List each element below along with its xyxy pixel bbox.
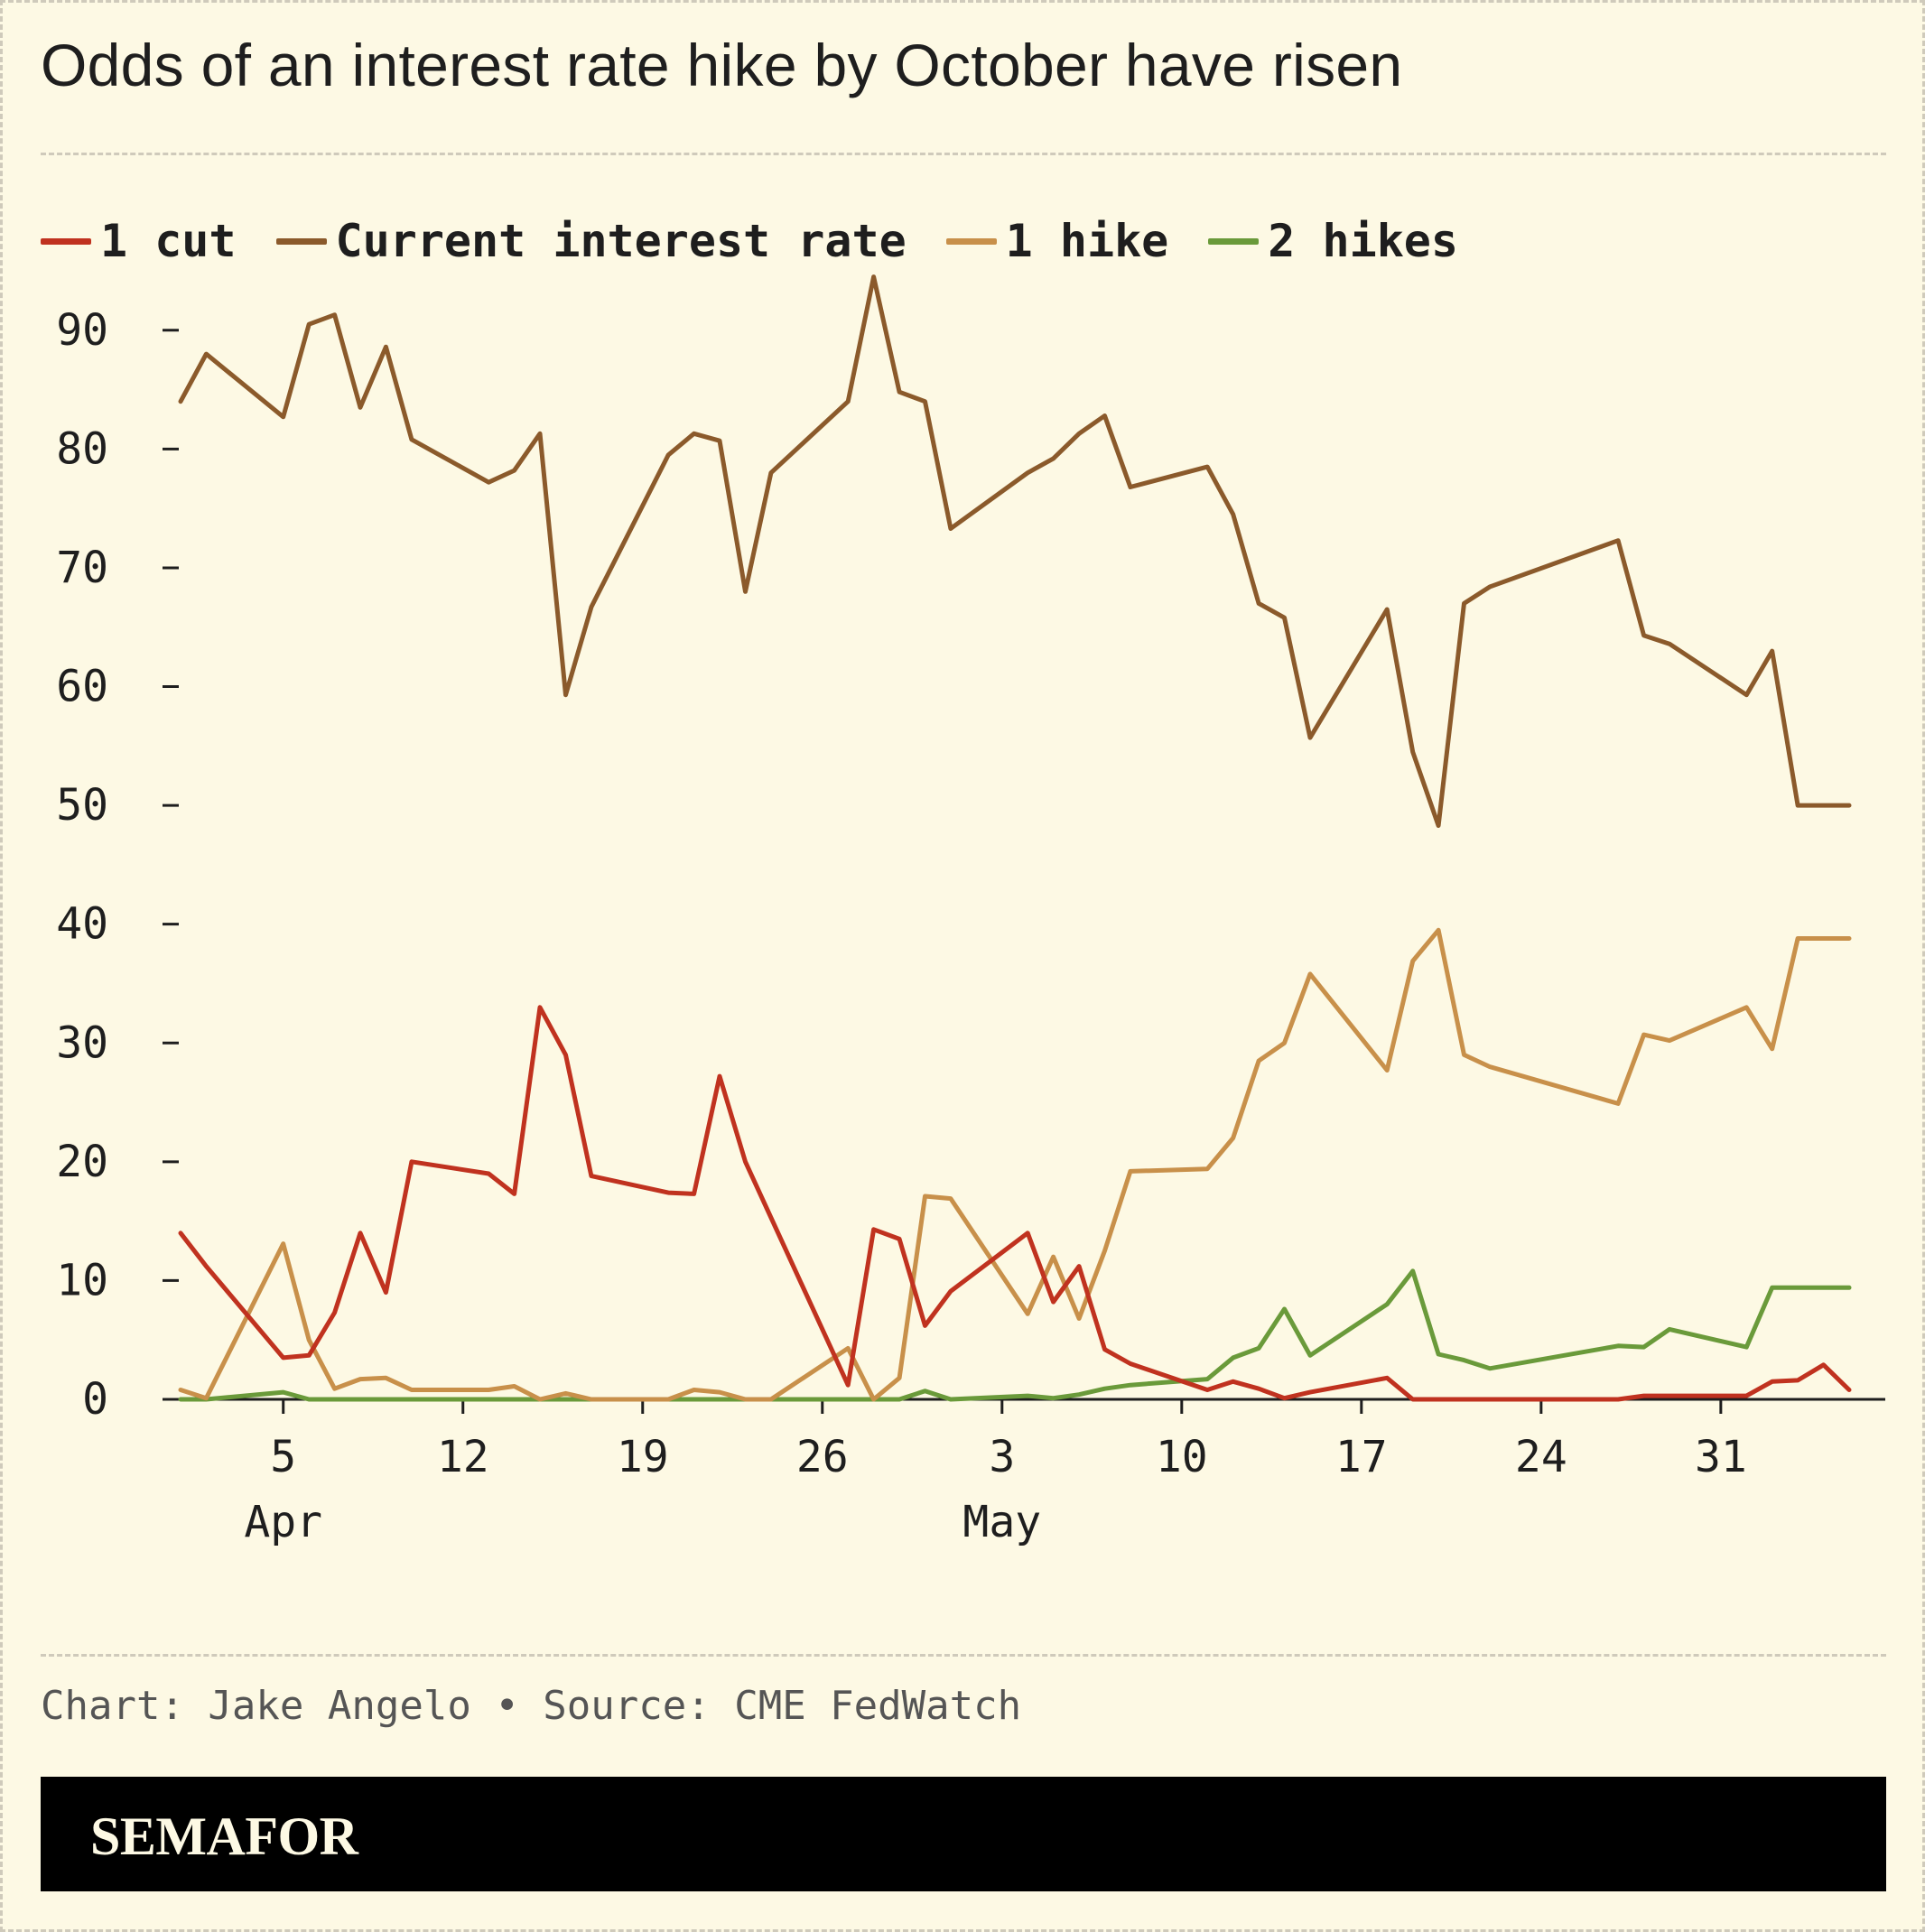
x-tick-label: 24 xyxy=(1515,1432,1567,1482)
legend-swatch-2-hikes xyxy=(1208,237,1260,245)
y-tick-label: 50 xyxy=(56,780,108,831)
x-tick-label: 19 xyxy=(617,1432,669,1482)
x-tick-label: 5 xyxy=(270,1432,296,1482)
legend-item-1-cut: 1 cut xyxy=(41,215,237,267)
x-tick-label: 12 xyxy=(437,1432,489,1482)
legend-swatch-1-cut xyxy=(41,237,91,245)
chart-title: Odds of an interest rate hike by October… xyxy=(41,32,1403,98)
legend-item-current-rate: Current interest rate xyxy=(275,215,907,267)
y-tick-label: 40 xyxy=(56,899,108,950)
legend-label-2-hikes: 2 hikes xyxy=(1268,215,1459,267)
y-tick-label: 70 xyxy=(56,543,108,593)
x-month-label: Apr xyxy=(244,1497,322,1547)
series-line-1-hike xyxy=(178,927,1852,1402)
series-line-current-interest-rate xyxy=(178,274,1852,828)
brand-bar: SEMAFOR xyxy=(41,1777,1886,1891)
y-tick-label: 0 xyxy=(82,1374,108,1425)
series-line-1-cut xyxy=(178,1005,1852,1402)
y-tick-label: 80 xyxy=(56,423,108,474)
series-line-2-hikes xyxy=(178,1268,1852,1402)
legend-item-1-hike: 1 hike xyxy=(945,215,1169,267)
legend-label-current-rate: Current interest rate xyxy=(335,215,907,267)
legend-label-1-hike: 1 hike xyxy=(1005,215,1169,267)
y-tick-label: 10 xyxy=(56,1255,108,1305)
y-tick-label: 20 xyxy=(56,1137,108,1187)
y-tick-label: 30 xyxy=(56,1017,108,1068)
legend-label-1-cut: 1 cut xyxy=(100,215,237,267)
source-note: Chart: Jake Angelo • Source: CME FedWatc… xyxy=(41,1683,1022,1729)
legend: 1 cut Current interest rate 1 hike 2 hik… xyxy=(41,209,1498,273)
legend-swatch-current-rate xyxy=(275,237,327,245)
y-tick-label: 60 xyxy=(56,662,108,712)
x-tick-label: 10 xyxy=(1156,1432,1208,1482)
bottom-divider xyxy=(41,1654,1886,1657)
legend-swatch-1-hike xyxy=(945,237,997,245)
x-tick-label: 31 xyxy=(1695,1432,1747,1482)
x-month-label: May xyxy=(962,1497,1041,1547)
legend-item-2-hikes: 2 hikes xyxy=(1208,215,1458,267)
top-divider xyxy=(41,153,1886,155)
brand-logo: SEMAFOR xyxy=(90,1807,358,1866)
line-chart: 0 10 20 30 40 50 60 70 80 90 5 Apr 12 19 26 3 May 10 17 24 3… xyxy=(56,274,1885,1547)
y-tick-label: 90 xyxy=(56,305,108,356)
x-tick-label: 26 xyxy=(796,1432,849,1482)
x-tick-label: 3 xyxy=(989,1432,1015,1482)
x-tick-label: 17 xyxy=(1335,1432,1388,1482)
